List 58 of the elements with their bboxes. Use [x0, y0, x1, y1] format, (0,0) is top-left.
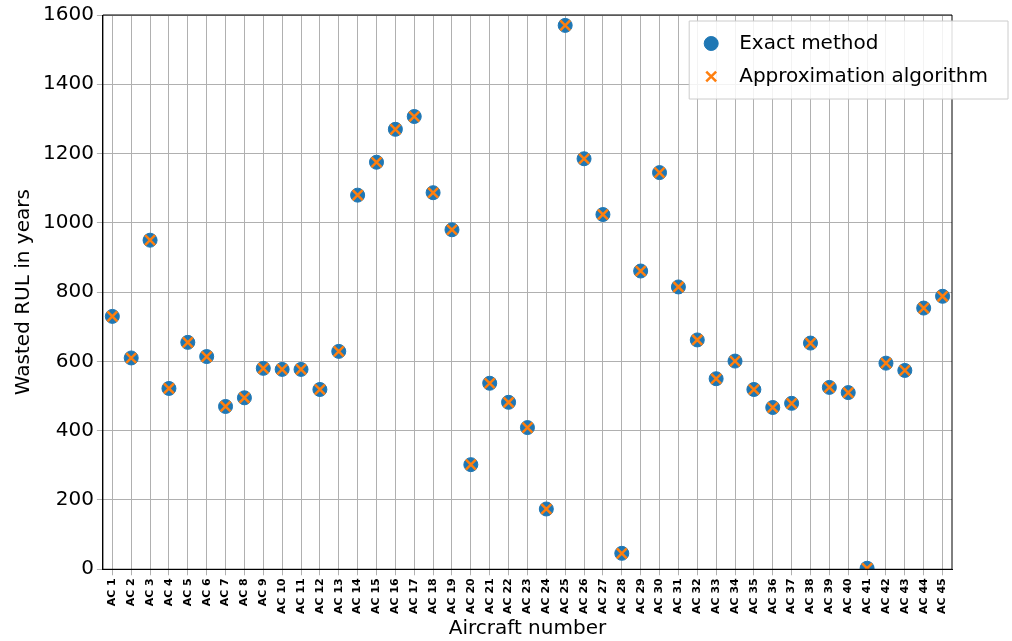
- x-tick-label: AC 35: [746, 578, 760, 615]
- y-tick-label: 600: [55, 347, 94, 372]
- y-tick-label: 0: [81, 555, 94, 580]
- x-tick-label: AC 33: [709, 578, 722, 615]
- y-tick-label: 800: [55, 278, 94, 303]
- x-tick-label: AC 17: [407, 578, 421, 615]
- x-tick-label: AC 24: [539, 577, 553, 615]
- x-tick-label: AC 18: [425, 578, 439, 615]
- y-tick-label: 1200: [42, 139, 94, 164]
- x-tick-label: AC 29: [633, 578, 647, 615]
- y-axis-title: Wasted RUL in years: [10, 189, 35, 396]
- x-tick-label: AC 30: [652, 577, 666, 615]
- x-tick-label: AC 45: [935, 578, 949, 615]
- x-tick-label: AC 22: [501, 578, 515, 615]
- x-tick-label: AC 37: [784, 578, 798, 615]
- x-tick-label: AC 14: [350, 577, 364, 615]
- x-tick-label: AC 23: [520, 578, 534, 615]
- x-tick-label: AC 32: [690, 578, 704, 615]
- x-axis-title: Aircraft number: [448, 615, 607, 640]
- x-tick-label: AC 6: [199, 577, 213, 607]
- y-tick-label: 400: [55, 416, 94, 441]
- x-tick-label: AC 2: [124, 578, 138, 607]
- legend-label: Exact method: [739, 29, 879, 54]
- x-tick-label: AC 28: [614, 578, 628, 615]
- x-tick-label: AC 16: [388, 577, 402, 615]
- y-tick-label: 1400: [42, 70, 94, 95]
- x-tick-label: AC 9: [256, 578, 270, 607]
- x-tick-label: AC 26: [576, 577, 590, 615]
- x-tick-label: AC 5: [180, 578, 194, 607]
- x-tick-label: AC 10: [275, 577, 289, 615]
- x-tick-label: AC 39: [822, 578, 836, 615]
- legend-label: Approximation algorithm: [739, 62, 989, 87]
- x-tick-label: AC 8: [237, 578, 251, 607]
- y-tick-label: 200: [55, 486, 94, 511]
- x-tick-label: AC 36: [765, 577, 779, 615]
- x-tick-label: AC 31: [671, 578, 685, 615]
- x-tick-label: AC 27: [595, 578, 609, 615]
- x-tick-label: AC 41: [859, 578, 873, 615]
- x-tick-label: AC 1: [105, 578, 119, 607]
- x-tick-label: AC 44: [916, 577, 930, 615]
- x-tick-label: AC 3: [142, 578, 156, 607]
- y-tick-label: 1000: [42, 209, 94, 234]
- x-tick-label: AC 21: [482, 578, 496, 615]
- x-tick-label: AC 15: [369, 578, 383, 615]
- x-tick-label: AC 38: [803, 578, 817, 615]
- x-tick-label: AC 42: [878, 578, 892, 615]
- x-tick-label: AC 13: [331, 578, 345, 615]
- x-tick-label: AC 19: [444, 578, 458, 615]
- x-tick-label: AC 34: [727, 577, 741, 615]
- x-tick-label: AC 11: [293, 578, 307, 615]
- x-tick-label: AC 40: [841, 577, 855, 615]
- x-tick-label: AC 12: [312, 578, 326, 615]
- x-tick-label: AC 25: [558, 578, 572, 615]
- x-tick-label: AC 20: [463, 577, 477, 615]
- x-tick-label: AC 7: [218, 578, 232, 607]
- x-tick-label: AC 4: [161, 577, 175, 607]
- x-tick-label: AC 43: [897, 578, 911, 615]
- y-tick-label: 1600: [42, 1, 94, 26]
